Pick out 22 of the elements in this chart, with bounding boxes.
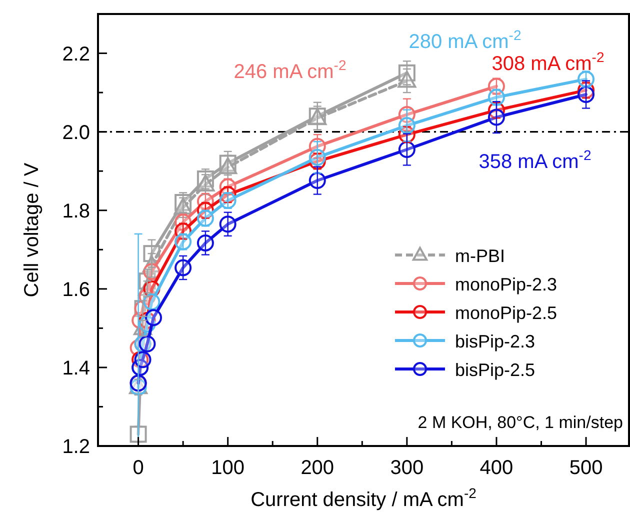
x-tick-label: 0 bbox=[132, 457, 144, 479]
x-axis-title: Current density / mA cm$^{-2}$ bbox=[250, 485, 477, 511]
annotation: 2 M KOH, 80°C, 1 min/step bbox=[418, 413, 623, 432]
x-tick-label: 100 bbox=[211, 457, 245, 479]
y-tick-label: 2.0 bbox=[62, 122, 90, 144]
x-tick-label: 400 bbox=[480, 457, 514, 479]
x-tick-label: 200 bbox=[300, 457, 334, 479]
legend-label: bisPip-2.5 bbox=[455, 360, 536, 380]
x-tick-label: 500 bbox=[569, 457, 603, 479]
legend-label: m-PBI bbox=[455, 246, 506, 266]
y-tick-label: 1.4 bbox=[62, 357, 90, 380]
legend-label: bisPip-2.3 bbox=[455, 332, 536, 352]
annotation: 358 mA cm$^{-2}$ bbox=[478, 147, 592, 173]
annotation: 246 mA cm$^{-2}$ bbox=[234, 57, 346, 83]
y-axis-title: Cell voltage / V bbox=[21, 162, 43, 298]
y-tick-label: 2.2 bbox=[62, 43, 90, 66]
legend-label: monoPip-2.3 bbox=[455, 274, 558, 294]
legend-label: monoPip-2.5 bbox=[455, 303, 558, 323]
x-tick-label: 300 bbox=[390, 457, 424, 479]
y-tick-label: 1.2 bbox=[62, 436, 90, 458]
y-tick-label: 1.6 bbox=[62, 278, 90, 301]
y-tick-label: 1.8 bbox=[62, 200, 90, 222]
